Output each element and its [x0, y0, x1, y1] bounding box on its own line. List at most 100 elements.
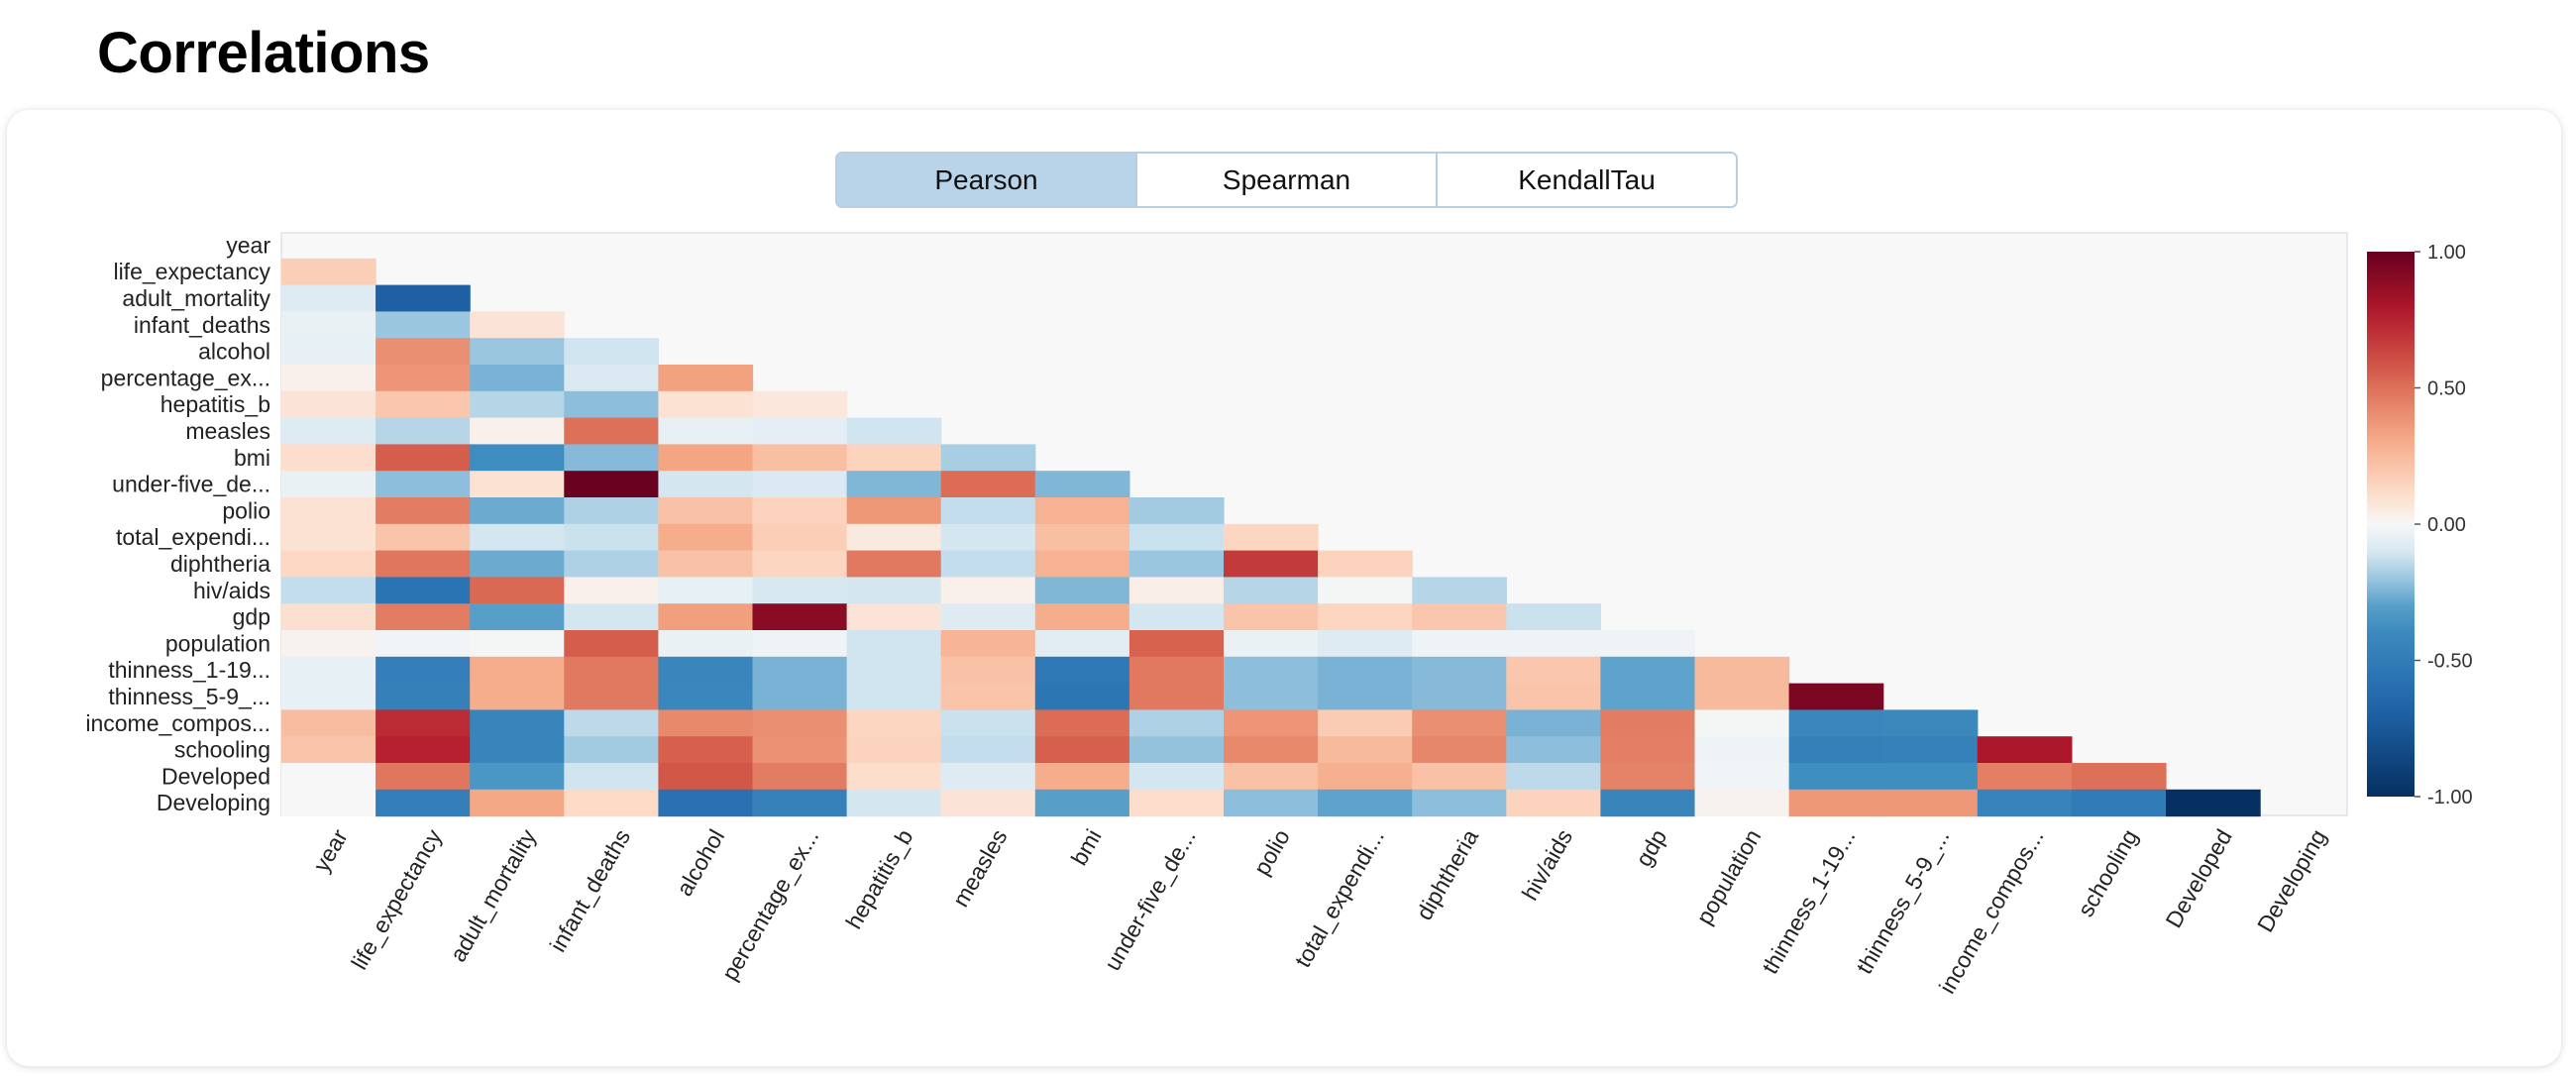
x-tick-label: measles: [947, 825, 1012, 912]
heatmap-cell: [752, 736, 848, 764]
heatmap-cell: [1506, 763, 1601, 791]
heatmap-cell: [470, 736, 565, 764]
x-tick-label: diphtheria: [1411, 824, 1483, 924]
heatmap-cell: [376, 417, 471, 445]
heatmap-cell: [1318, 630, 1413, 658]
heatmap-cell: [1600, 763, 1696, 791]
heatmap-cell: [1412, 736, 1507, 764]
heatmap-cell: [564, 550, 659, 578]
heatmap-cell: [1882, 736, 1979, 764]
heatmap-cell: [470, 365, 565, 392]
tab-spearman[interactable]: Spearman: [1137, 154, 1438, 206]
heatmap-cell: [940, 497, 1036, 525]
y-tick-label: diphtheria: [170, 551, 270, 577]
heatmap-cell: [658, 683, 754, 710]
heatmap-cell: [470, 311, 565, 339]
heatmap-cell: [376, 390, 471, 419]
heatmap-cell: [752, 630, 848, 658]
heatmap-cell: [752, 683, 848, 710]
y-tick-label: hepatitis_b: [161, 391, 270, 417]
heatmap-cell: [1318, 577, 1413, 604]
heatmap-cell: [658, 736, 754, 764]
heatmap-cell: [470, 683, 565, 710]
heatmap-cell: [470, 390, 565, 419]
heatmap-cell: [470, 709, 565, 737]
heatmap-cell: [752, 656, 848, 685]
x-tick-label: alcohol: [671, 825, 729, 901]
heatmap-cell: [281, 471, 376, 498]
heatmap-cell: [940, 736, 1036, 764]
y-tick-label: measles: [185, 418, 270, 444]
heatmap-cell: [564, 789, 659, 817]
heatmap-cell: [846, 630, 942, 658]
heatmap-cell: [376, 365, 471, 392]
heatmap-cell: [1224, 763, 1319, 791]
heatmap-cell: [281, 444, 376, 472]
heatmap-cell: [281, 497, 376, 525]
heatmap-cell: [1412, 656, 1507, 685]
heatmap-cell: [470, 603, 565, 631]
x-tick-label: gdp: [1631, 825, 1672, 871]
y-tick-label: adult_mortality: [122, 285, 270, 311]
heatmap-cell: [940, 577, 1036, 604]
colorbar-tick-label: -1.00: [2427, 787, 2473, 808]
heatmap-cell: [1034, 550, 1130, 578]
heatmap-cell: [564, 417, 659, 445]
heatmap-cell: [1600, 709, 1696, 737]
y-tick-label: thinness_5-9_...: [108, 684, 270, 709]
heatmap-cells: [281, 258, 2261, 817]
heatmap-cell: [564, 365, 659, 392]
heatmap-cell: [470, 656, 565, 685]
heatmap-cell: [376, 523, 471, 552]
heatmap-cell: [376, 444, 471, 472]
heatmap-cell: [1788, 789, 1884, 817]
heatmap-cell: [470, 338, 565, 366]
heatmap-cell: [1034, 709, 1130, 737]
heatmap-cell: [658, 789, 754, 817]
heatmap-cell: [658, 417, 754, 445]
heatmap-cell: [846, 656, 942, 685]
heatmap-cell: [470, 763, 565, 791]
heatmap-cell: [470, 577, 565, 604]
heatmap-cell: [658, 709, 754, 737]
heatmap-cell: [1412, 630, 1507, 658]
y-tick-label: alcohol: [198, 339, 270, 365]
heatmap-cell: [846, 577, 942, 604]
heatmap-cell: [564, 444, 659, 472]
y-tick-label: income_compos...: [85, 710, 270, 736]
heatmap-cell: [281, 603, 376, 631]
heatmap-cell: [1882, 763, 1979, 791]
heatmap-cell: [846, 417, 942, 445]
heatmap-cell: [1412, 603, 1507, 631]
heatmap-cell: [564, 577, 659, 604]
heatmap-cell: [846, 523, 942, 552]
tab-pearson[interactable]: Pearson: [837, 154, 1137, 206]
heatmap-cell: [846, 763, 942, 791]
heatmap-cell: [376, 789, 471, 817]
heatmap-cell: [1882, 789, 1979, 817]
heatmap-cell: [846, 550, 942, 578]
heatmap-cell: [1128, 577, 1225, 604]
heatmap-cell: [2071, 763, 2167, 791]
heatmap-cell: [1506, 683, 1601, 710]
heatmap-cell: [752, 550, 848, 578]
heatmap-cell: [1600, 630, 1696, 658]
heatmap-cell: [376, 709, 471, 737]
heatmap-cell: [846, 789, 942, 817]
heatmap-cell: [1034, 497, 1130, 525]
x-tick-label: total_expendi...: [1289, 825, 1389, 972]
heatmap-cell: [1034, 736, 1130, 764]
heatmap-cell: [658, 656, 754, 685]
heatmap-cell: [1882, 709, 1979, 737]
heatmap-cell: [1694, 789, 1790, 817]
heatmap-cell: [846, 683, 942, 710]
heatmap-cell: [846, 444, 942, 472]
y-tick-label: thinness_1-19...: [108, 657, 270, 683]
tab-kendalltau[interactable]: KendallTau: [1438, 154, 1736, 206]
heatmap-cell: [1224, 683, 1319, 710]
x-tick-label: under-five_de...: [1099, 825, 1200, 975]
heatmap-cell: [281, 258, 376, 286]
heatmap-cell: [1600, 656, 1696, 685]
heatmap-cell: [564, 603, 659, 631]
